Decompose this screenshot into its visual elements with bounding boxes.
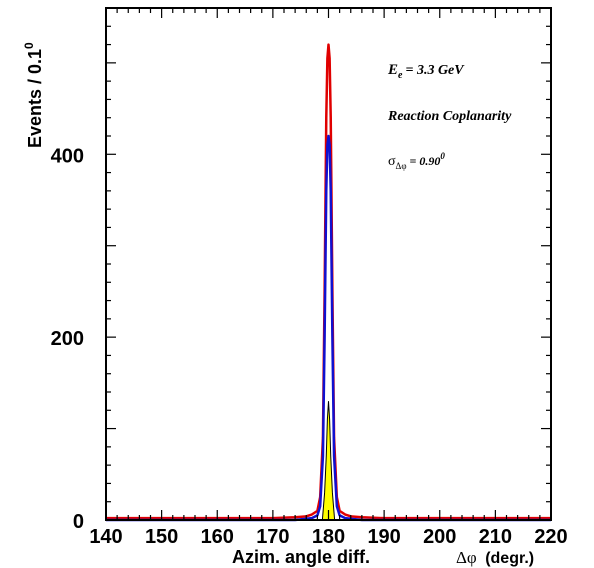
x-axis-unit: Δφ (degr.) <box>456 548 534 567</box>
x-tick-label: 200 <box>423 526 456 548</box>
y-axis-title: Events / 0.10 <box>22 42 45 148</box>
x-tick-label: 150 <box>145 526 178 548</box>
reaction-annotation: Reaction Coplanarity <box>387 109 512 124</box>
labels-layer: 140 150 160 170 180 190 200 210 220 0 200 400 <box>51 145 568 548</box>
sigma-annotation: σΔφ = 0.900 <box>388 151 445 171</box>
energy-annotation: Ee = 3.3 GeV <box>387 62 465 81</box>
x-tick-label: 180 <box>312 526 345 548</box>
y-tick-label: 200 <box>51 328 84 350</box>
series-line-0 <box>106 43 551 520</box>
x-tick-label: 220 <box>534 526 567 548</box>
x-tick-label: 210 <box>479 526 512 548</box>
x-axis-title: Azim. angle diff. <box>232 547 370 567</box>
x-tick-label: 170 <box>256 526 289 548</box>
y-tick-label: 400 <box>51 145 84 167</box>
x-tick-label: 190 <box>367 526 400 548</box>
x-tick-label: 160 <box>201 526 234 548</box>
y-tick-label: 0 <box>73 511 84 533</box>
ticks-layer <box>105 7 552 521</box>
series-fill-2 <box>321 401 336 521</box>
x-tick-label: 140 <box>89 526 122 548</box>
